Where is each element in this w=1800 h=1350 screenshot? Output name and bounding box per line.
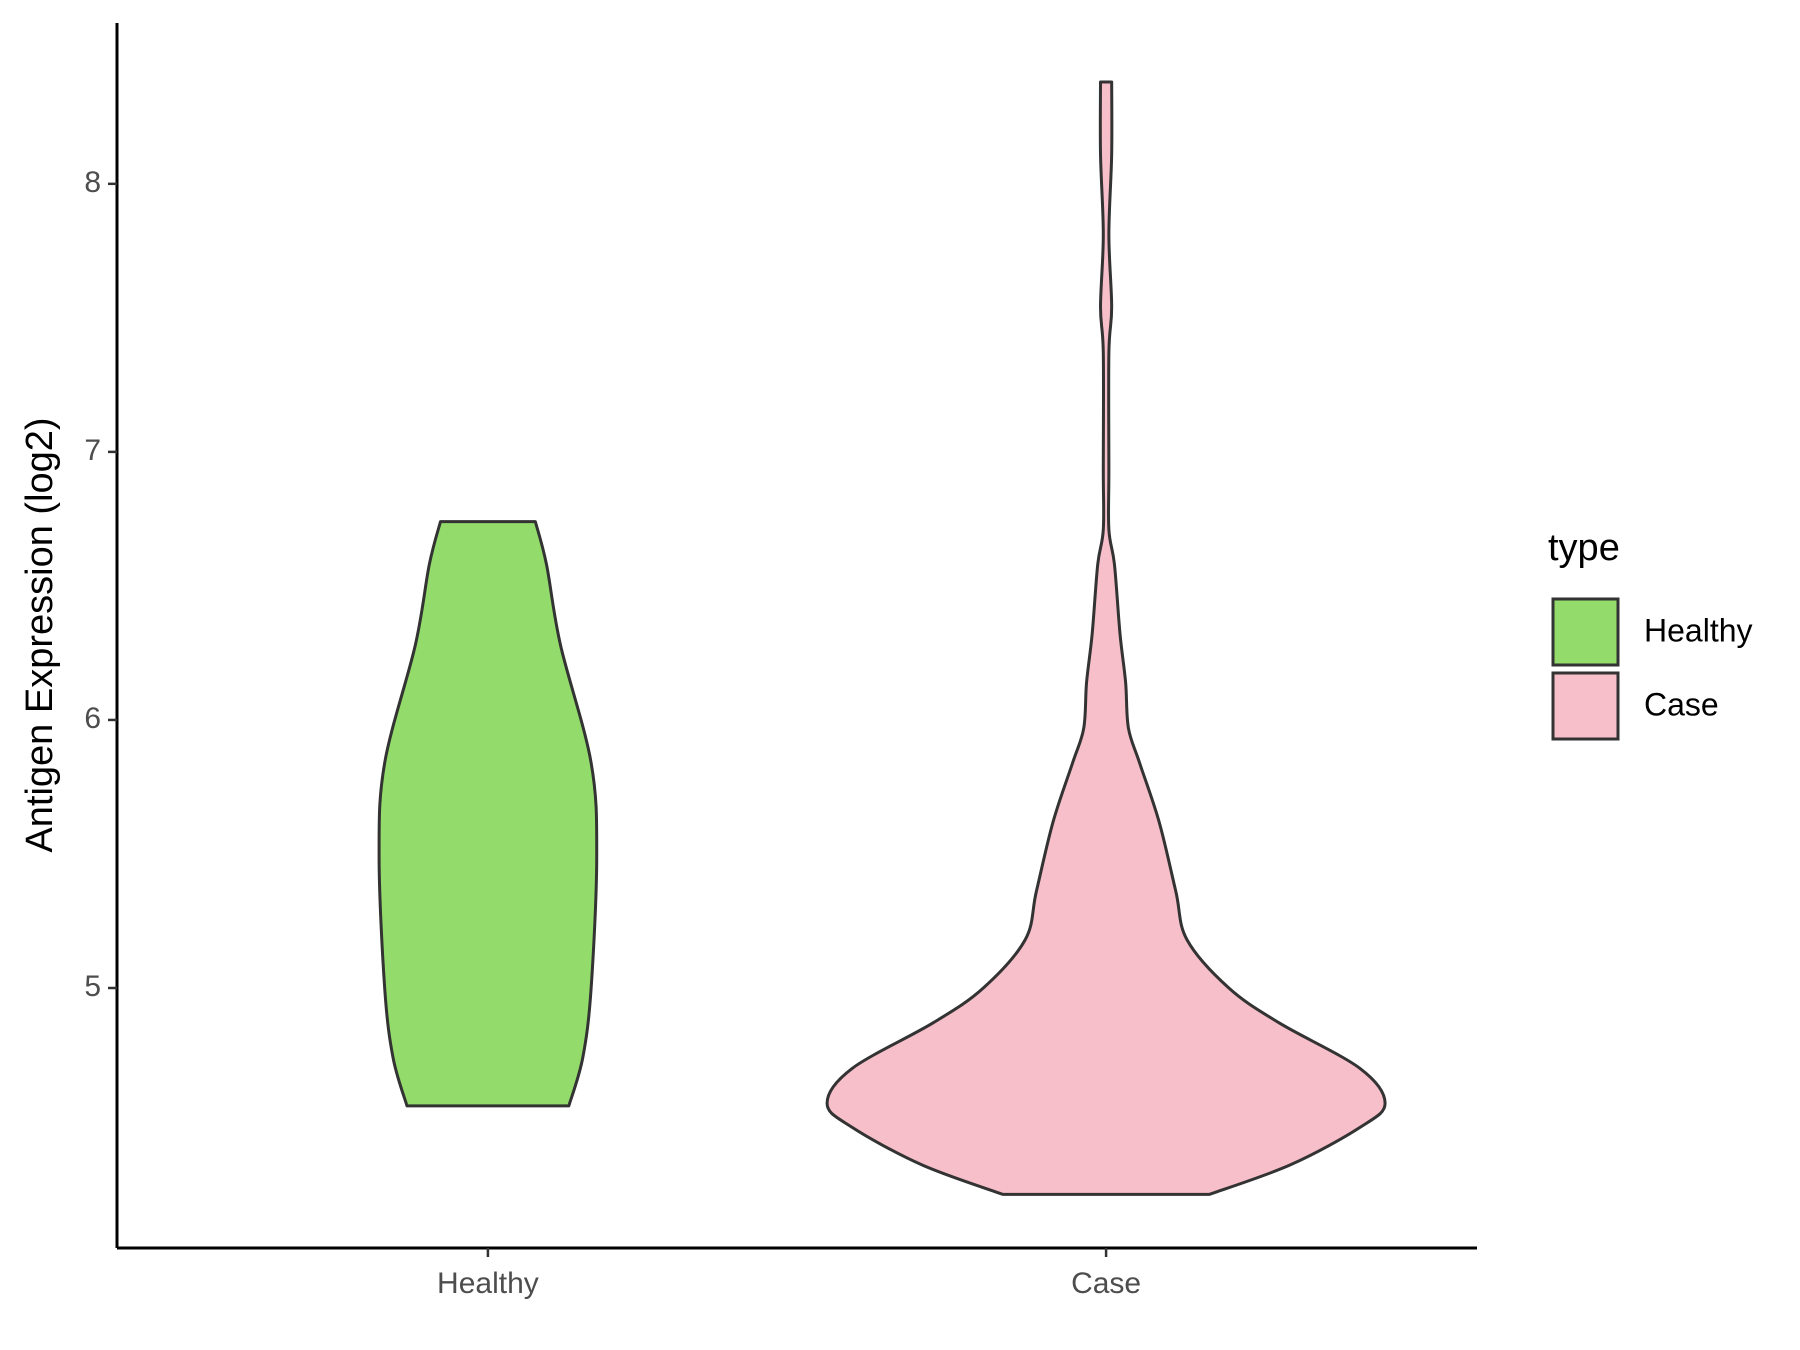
legend-title: type bbox=[1548, 527, 1620, 569]
violin bbox=[377, 520, 599, 1108]
legend-label: Case bbox=[1644, 686, 1719, 722]
y-tick-label: 6 bbox=[84, 702, 101, 735]
x-tick-label: Healthy bbox=[437, 1267, 539, 1300]
y-axis-title: Antigen Expression (log2) bbox=[19, 417, 61, 852]
legend-key bbox=[1551, 671, 1620, 741]
y-tick-label: 7 bbox=[84, 434, 101, 467]
legend-key bbox=[1551, 597, 1620, 667]
violin bbox=[825, 80, 1387, 1196]
y-tick-label: 5 bbox=[84, 970, 101, 1003]
y-tick-label: 8 bbox=[84, 166, 101, 199]
x-tick-label: Case bbox=[1071, 1267, 1141, 1300]
legend-label: Healthy bbox=[1644, 612, 1753, 648]
